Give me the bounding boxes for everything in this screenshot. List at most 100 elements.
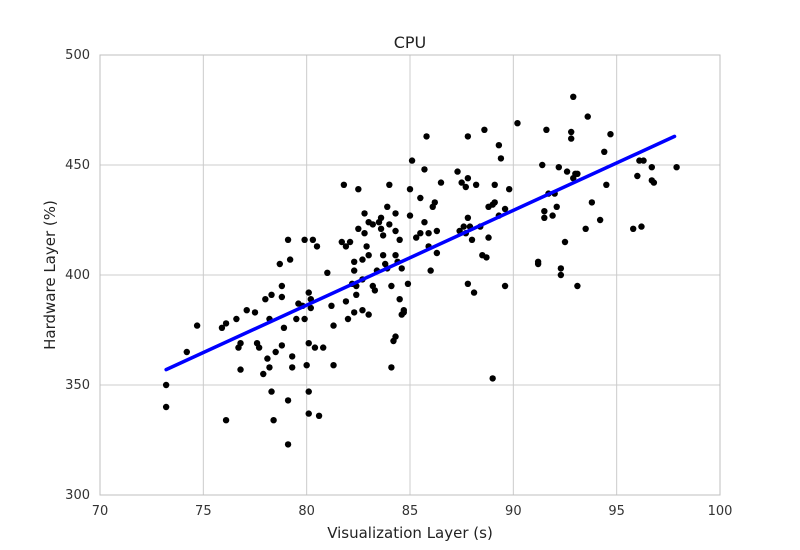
data-point [417,194,424,202]
data-point [557,265,565,272]
data-point [193,322,201,329]
data-point [396,236,403,243]
data-point [340,181,348,188]
data-point [634,172,641,180]
data-point [491,199,498,206]
data-point [568,135,575,142]
data-point [433,227,441,235]
data-point [640,157,647,164]
data-point [563,168,571,175]
data-point [392,210,399,217]
data-point [464,214,472,221]
data-point [495,142,503,149]
data-point [460,223,467,230]
data-point [311,344,319,351]
data-point [392,252,399,259]
data-point [398,265,405,272]
data-point [284,441,292,448]
data-point [454,168,461,175]
data-point [400,307,407,314]
data-point [379,232,387,239]
data-point [280,324,288,331]
data-point [351,309,358,316]
data-point [301,236,308,243]
data-point [162,381,170,389]
data-point [485,234,492,241]
y-axis-label: Hardware Layer (%) [41,200,59,350]
y-tick-label: 500 [65,48,90,63]
data-point [543,126,550,133]
data-point [464,133,472,140]
data-point [386,181,393,188]
data-point [338,238,345,246]
data-point [603,181,610,188]
data-point [305,388,312,395]
data-point [330,322,337,329]
data-point [555,164,562,171]
data-point [541,208,548,215]
data-point [483,254,490,261]
data-point [431,199,438,206]
data-point [377,214,385,221]
x-tick-label: 80 [298,504,315,519]
data-point [289,364,296,371]
data-point [276,260,283,268]
x-tick-label: 100 [708,504,733,519]
data-point [406,212,414,219]
data-point [353,291,360,298]
data-point [472,181,480,188]
data-point [346,238,354,246]
data-point [305,289,312,296]
data-point [361,210,368,217]
data-point [371,287,379,294]
data-point [289,353,296,360]
y-tick-label: 400 [65,268,90,283]
data-point [272,348,279,356]
data-point [264,355,271,362]
data-point [584,113,591,120]
data-point [638,223,645,230]
data-point [359,307,366,314]
data-points [162,93,680,448]
x-axis-label: Visualization Layer (s) [327,524,493,542]
data-point [361,230,368,237]
data-point [423,133,430,140]
data-point [365,252,372,259]
grid-lines [100,55,720,495]
data-point [355,225,362,232]
data-point [673,164,680,171]
data-point [218,324,226,331]
data-point [278,293,286,301]
data-point [417,230,424,237]
data-point [351,258,358,265]
axis-ticks: 70 75 80 85 90 95 100 300 350 400 450 500 [65,48,732,519]
data-point [278,342,286,349]
data-point [464,280,472,287]
data-point [351,267,358,274]
data-point [501,205,509,213]
x-tick-label: 95 [608,504,625,519]
data-point [284,236,292,243]
data-point [501,282,509,290]
data-point [514,120,521,127]
data-point [307,304,314,312]
data-point [344,315,352,323]
data-point [630,225,637,232]
data-point [561,238,569,246]
chart-title: CPU [394,33,427,52]
data-point [557,271,565,279]
data-point [293,315,300,323]
data-point [342,298,350,305]
data-point [237,340,244,347]
data-point [324,269,331,276]
data-point [437,179,445,186]
data-point [388,364,395,371]
y-tick-label: 300 [65,488,90,503]
data-point [650,179,658,186]
data-point [266,364,273,371]
x-tick-label: 90 [505,504,522,519]
x-tick-label: 70 [92,504,109,519]
data-point [365,311,372,318]
data-point [233,315,240,323]
data-point [355,186,362,193]
